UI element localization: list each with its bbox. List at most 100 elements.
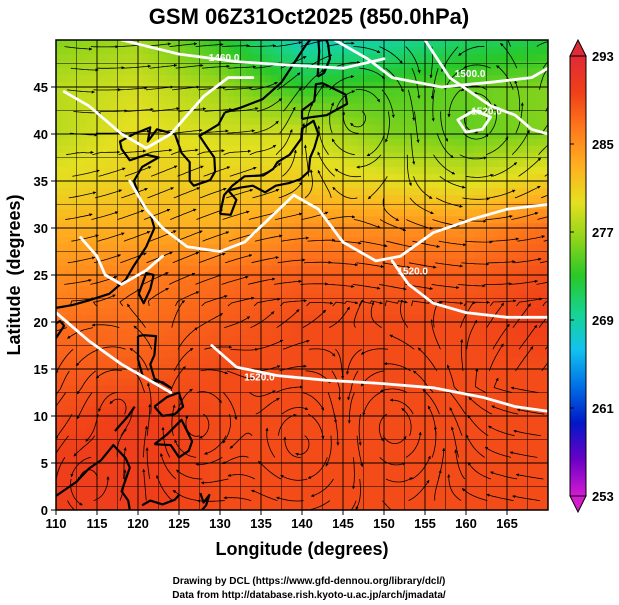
temperature-cell (498, 152, 506, 161)
temperature-cell (541, 378, 548, 387)
temperature-cell (400, 307, 408, 316)
temperature-cell (203, 272, 211, 281)
temperature-cell (185, 117, 192, 126)
temperature-cell (86, 427, 94, 436)
temperature-cell (388, 413, 395, 422)
temperature-cell (345, 75, 352, 83)
temperature-cell (375, 131, 383, 140)
temperature-cell (86, 378, 94, 387)
temperature-cell (504, 286, 512, 295)
temperature-cell (62, 202, 69, 210)
temperature-cell (277, 455, 285, 464)
temperature-cell (191, 314, 199, 323)
temperature-cell (123, 209, 131, 217)
temperature-cell (99, 371, 106, 379)
temperature-cell (406, 145, 414, 154)
temperature-cell (111, 82, 119, 90)
temperature-cell (105, 47, 112, 55)
temperature-cell (425, 96, 432, 105)
temperature-cell (271, 329, 278, 337)
temperature-cell (492, 279, 500, 288)
temperature-cell (222, 293, 229, 302)
temperature-cell (418, 209, 426, 217)
temperature-cell (455, 61, 463, 69)
temperature-cell (105, 378, 112, 387)
temperature-cell (172, 138, 180, 147)
temperature-cell (142, 237, 149, 246)
temperature-cell (191, 96, 199, 105)
temperature-cell (369, 357, 377, 365)
temperature-cell (129, 258, 137, 267)
temperature-cell (461, 75, 469, 83)
temperature-cell (369, 68, 377, 76)
temperature-cell (142, 420, 149, 429)
temperature-cell (400, 145, 408, 154)
temperature-cell (240, 463, 248, 471)
temperature-cell (129, 448, 137, 457)
temperature-cell (308, 307, 315, 316)
temperature-cell (142, 406, 149, 415)
temperature-cell (271, 392, 278, 401)
temperature-cell (320, 40, 328, 48)
temperature-cell (431, 131, 438, 140)
temperature-cell (228, 103, 235, 112)
temperature-cell (443, 399, 451, 408)
temperature-cell (406, 427, 414, 436)
temperature-cell (437, 293, 445, 302)
temperature-cell (498, 350, 506, 358)
temperature-cell (406, 420, 414, 429)
temperature-cell (517, 124, 524, 133)
temperature-cell (203, 82, 211, 90)
temperature-cell (418, 293, 426, 302)
temperature-cell (277, 364, 285, 372)
temperature-cell (388, 448, 395, 457)
temperature-cell (357, 216, 365, 224)
temperature-cell (480, 329, 488, 337)
temperature-cell (351, 209, 358, 217)
temperature-cell (425, 251, 432, 260)
temperature-cell (474, 286, 481, 295)
temperature-cell (541, 343, 548, 351)
temperature-cell (486, 322, 494, 330)
temperature-cell (381, 427, 389, 436)
temperature-cell (314, 350, 322, 358)
temperature-cell (498, 68, 506, 76)
temperature-cell (240, 300, 248, 309)
temperature-cell (222, 300, 229, 309)
temperature-cell (252, 251, 260, 260)
temperature-cell (258, 103, 266, 112)
temperature-cell (351, 82, 358, 90)
temperature-cell (369, 251, 377, 260)
temperature-cell (289, 131, 297, 140)
temperature-cell (258, 371, 266, 379)
temperature-cell (252, 68, 260, 76)
temperature-cell (504, 181, 512, 189)
temperature-cell (529, 378, 537, 387)
temperature-cell (166, 152, 174, 161)
temperature-cell (461, 265, 469, 274)
temperature-cell (289, 230, 297, 238)
temperature-cell (461, 230, 469, 238)
temperature-cell (228, 392, 235, 401)
temperature-cell (166, 138, 174, 147)
temperature-cell (117, 293, 125, 302)
temperature-cell (215, 448, 223, 457)
temperature-cell (449, 420, 457, 429)
temperature-cell (480, 350, 488, 358)
temperature-cell (142, 209, 149, 217)
temperature-cell (123, 279, 131, 288)
temperature-cell (302, 463, 309, 471)
temperature-cell (535, 103, 543, 112)
temperature-cell (412, 322, 420, 330)
temperature-cell (123, 61, 131, 69)
temperature-cell (191, 293, 199, 302)
temperature-cell (105, 40, 112, 48)
temperature-cell (480, 40, 488, 48)
temperature-cell (160, 181, 168, 189)
temperature-cell (80, 357, 88, 365)
temperature-cell (517, 420, 524, 429)
temperature-cell (258, 258, 266, 267)
temperature-cell (357, 223, 365, 231)
temperature-cell (185, 223, 192, 231)
temperature-cell (215, 463, 223, 471)
